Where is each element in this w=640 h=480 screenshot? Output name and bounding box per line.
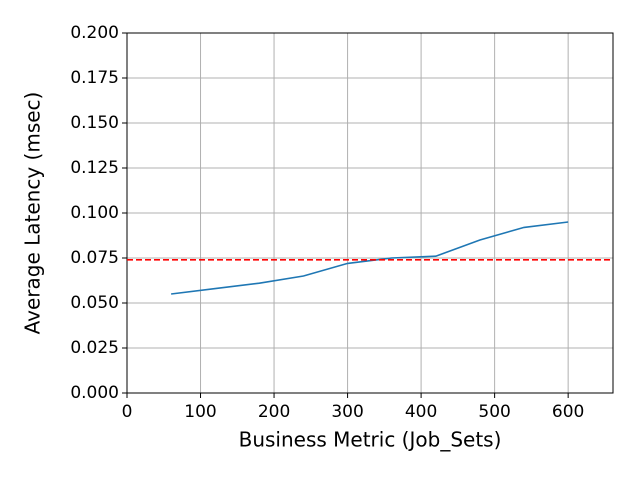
y-tick-label: 0.050 <box>70 293 119 313</box>
x-tick-label: 200 <box>258 402 290 422</box>
x-tick-label: 100 <box>184 402 216 422</box>
y-tick-label: 0.150 <box>70 113 119 133</box>
y-tick-label: 0.125 <box>70 158 119 178</box>
x-axis-label: Business Metric (Job_Sets) <box>239 428 502 452</box>
x-tick-label: 400 <box>405 402 437 422</box>
y-axis-label: Average Latency (msec) <box>21 92 45 335</box>
x-tick-label: 600 <box>552 402 584 422</box>
plot-frame <box>126 32 614 394</box>
y-tick-label: 0.000 <box>70 383 119 403</box>
x-tick-label: 300 <box>331 402 363 422</box>
y-tick-label: 0.075 <box>70 248 119 268</box>
y-tick-label: 0.200 <box>70 23 119 43</box>
data-line <box>171 221 569 295</box>
y-tick-label: 0.175 <box>70 68 119 88</box>
y-tick-label: 0.025 <box>70 338 119 358</box>
x-tick-label: 500 <box>478 402 510 422</box>
y-tick-label: 0.100 <box>70 203 119 223</box>
x-tick-label: 0 <box>122 402 133 422</box>
